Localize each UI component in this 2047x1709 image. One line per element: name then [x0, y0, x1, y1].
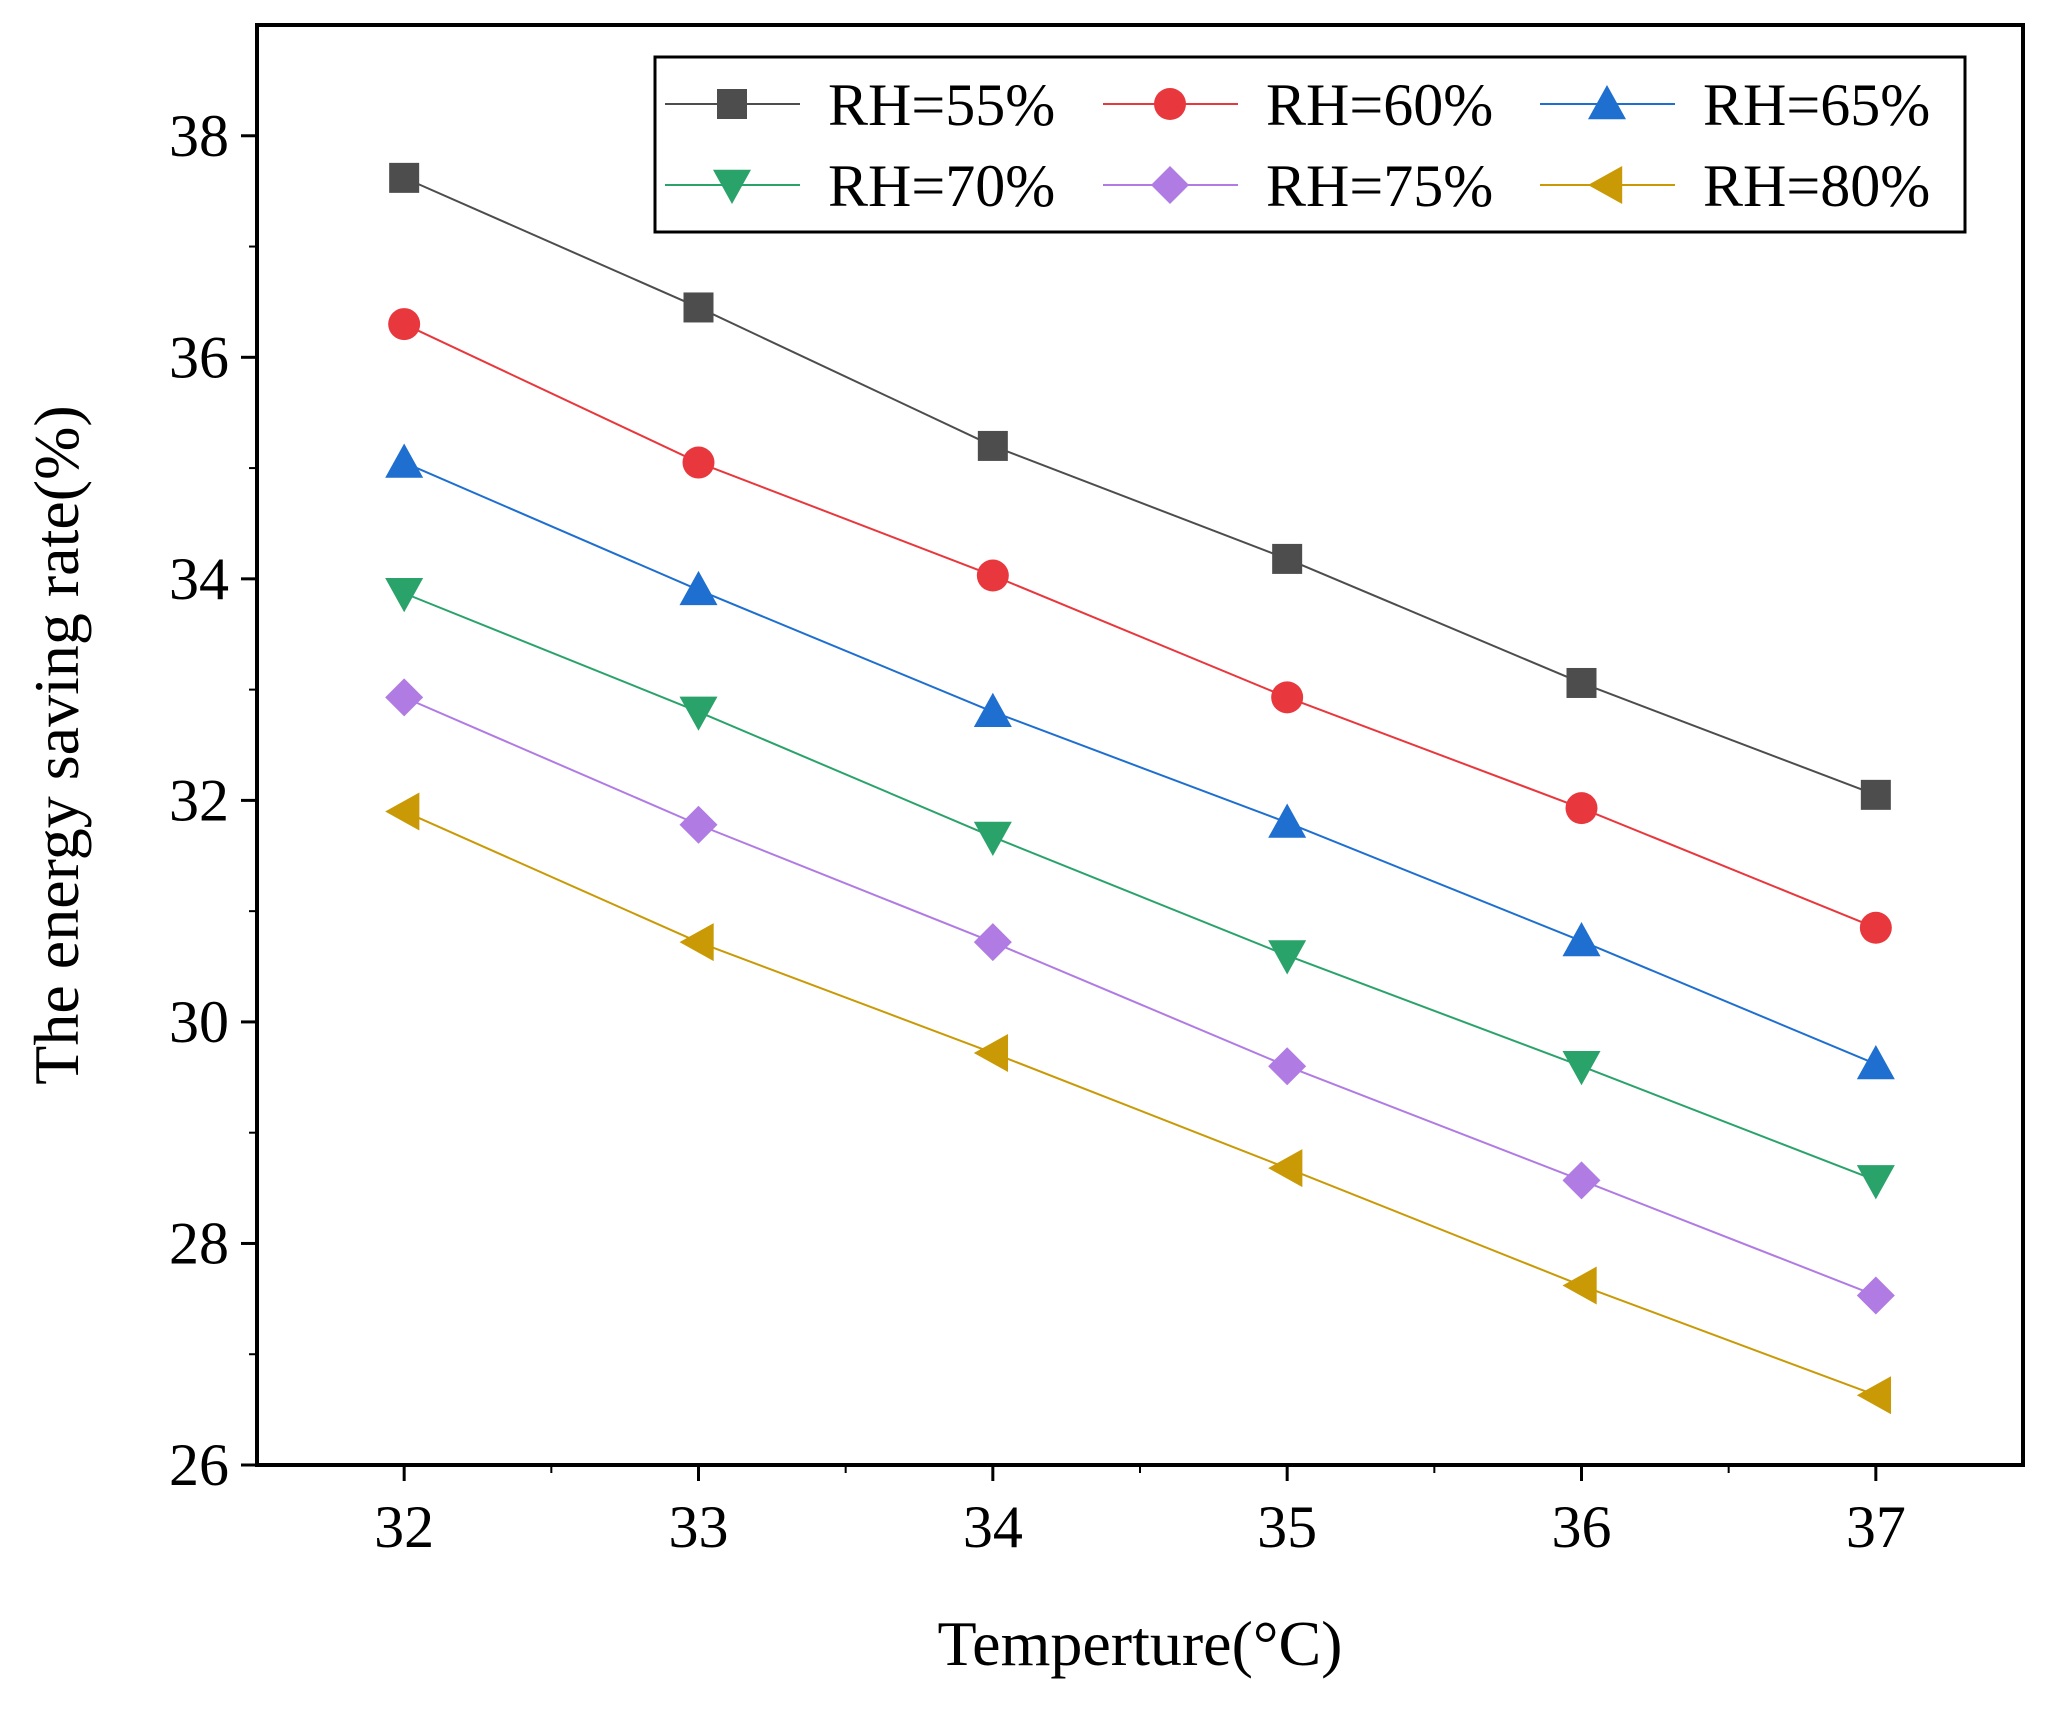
data-point	[1268, 803, 1307, 838]
legend-marker	[717, 89, 747, 119]
data-point	[1272, 543, 1303, 574]
data-point	[679, 923, 714, 962]
y-axis-title: The energy saving rate(%)	[21, 405, 92, 1084]
series-RH=65%	[385, 443, 1895, 1080]
data-point	[1856, 1376, 1892, 1415]
data-point	[973, 692, 1012, 727]
legend-item: RH=55%	[665, 72, 1055, 138]
y-tick-label-34: 34	[169, 546, 229, 612]
data-point	[385, 578, 424, 613]
data-point	[1856, 1276, 1895, 1315]
data-point	[977, 430, 1008, 461]
series-line	[403, 810, 1877, 1397]
y-tick-label-26: 26	[169, 1432, 229, 1498]
data-point	[389, 162, 420, 193]
data-point	[1562, 1266, 1597, 1305]
series-RH=80%	[385, 792, 1892, 1415]
series-RH=75%	[385, 678, 1895, 1315]
data-point	[1565, 792, 1598, 825]
series-RH=70%	[385, 578, 1895, 1200]
y-tick-label-36: 36	[169, 324, 229, 390]
x-axis: 32 33 34 35 36 37	[374, 1465, 1906, 1560]
legend-marker	[1588, 85, 1626, 120]
legend-marker	[713, 169, 751, 204]
data-point	[1562, 1051, 1601, 1086]
x-tick-label-33: 33	[669, 1494, 729, 1560]
legend-label: RH=80%	[1703, 153, 1930, 219]
series-line	[403, 176, 1877, 796]
legend-marker	[1588, 166, 1623, 204]
series-line	[403, 323, 1877, 929]
x-tick-label-36: 36	[1552, 1494, 1612, 1560]
series-line	[403, 696, 1877, 1297]
data-point	[1566, 667, 1597, 698]
data-point	[385, 443, 424, 478]
data-point	[388, 308, 421, 341]
data-point	[1860, 779, 1891, 810]
legend: RH=55% RH=60% RH=65% RH=70% RH=75% RH=80%	[653, 55, 1967, 234]
x-tick-label-35: 35	[1257, 1494, 1317, 1560]
data-point	[1562, 1161, 1601, 1200]
legend-label: RH=55%	[828, 72, 1055, 138]
y-tick-label-38: 38	[169, 103, 229, 169]
legend-label: RH=75%	[1266, 153, 1493, 219]
data-point	[973, 1033, 1009, 1072]
data-point	[1268, 1047, 1307, 1086]
legend-item: RH=65%	[1540, 72, 1930, 138]
data-point	[973, 821, 1012, 856]
data-point	[1859, 911, 1892, 944]
series-line	[403, 592, 1877, 1182]
x-tick-label-37: 37	[1846, 1494, 1906, 1560]
data-point	[385, 678, 424, 717]
legend-label: RH=60%	[1266, 72, 1493, 138]
y-tick-label-30: 30	[169, 989, 229, 1055]
legend-item: RH=60%	[1103, 72, 1493, 138]
data-point	[1271, 681, 1304, 714]
data-point	[1856, 1045, 1895, 1080]
legend-label: RH=65%	[1703, 72, 1930, 138]
x-axis-title: Temperture(°C)	[938, 1608, 1343, 1679]
legend-marker	[1154, 88, 1186, 120]
legend-box	[653, 55, 1967, 234]
series-line	[403, 461, 1877, 1065]
data-point	[385, 792, 420, 831]
data-point	[679, 805, 718, 844]
series-RH=55%	[389, 162, 1891, 810]
data-point	[1268, 940, 1307, 975]
legend-item: RH=70%	[665, 153, 1055, 219]
series-RH=60%	[388, 308, 1892, 944]
legend-marker	[1151, 166, 1189, 204]
series-layer	[385, 162, 1895, 1415]
data-point	[679, 570, 718, 606]
legend-item: RH=75%	[1103, 153, 1493, 219]
x-tick-label-32: 32	[374, 1494, 434, 1560]
x-tick-label-34: 34	[963, 1494, 1023, 1560]
data-point	[1562, 922, 1601, 957]
data-point	[682, 446, 715, 479]
data-point	[976, 559, 1009, 592]
data-point	[973, 923, 1012, 962]
y-axis: 26 28 30 32 34 36 38	[169, 103, 257, 1498]
legend-item: RH=80%	[1540, 153, 1930, 219]
data-point	[679, 696, 718, 731]
legend-label: RH=70%	[828, 153, 1055, 219]
data-point	[683, 292, 714, 323]
data-point	[1856, 1165, 1895, 1200]
y-tick-label-32: 32	[169, 767, 229, 833]
data-point	[1268, 1149, 1303, 1188]
y-tick-label-28: 28	[169, 1210, 229, 1276]
